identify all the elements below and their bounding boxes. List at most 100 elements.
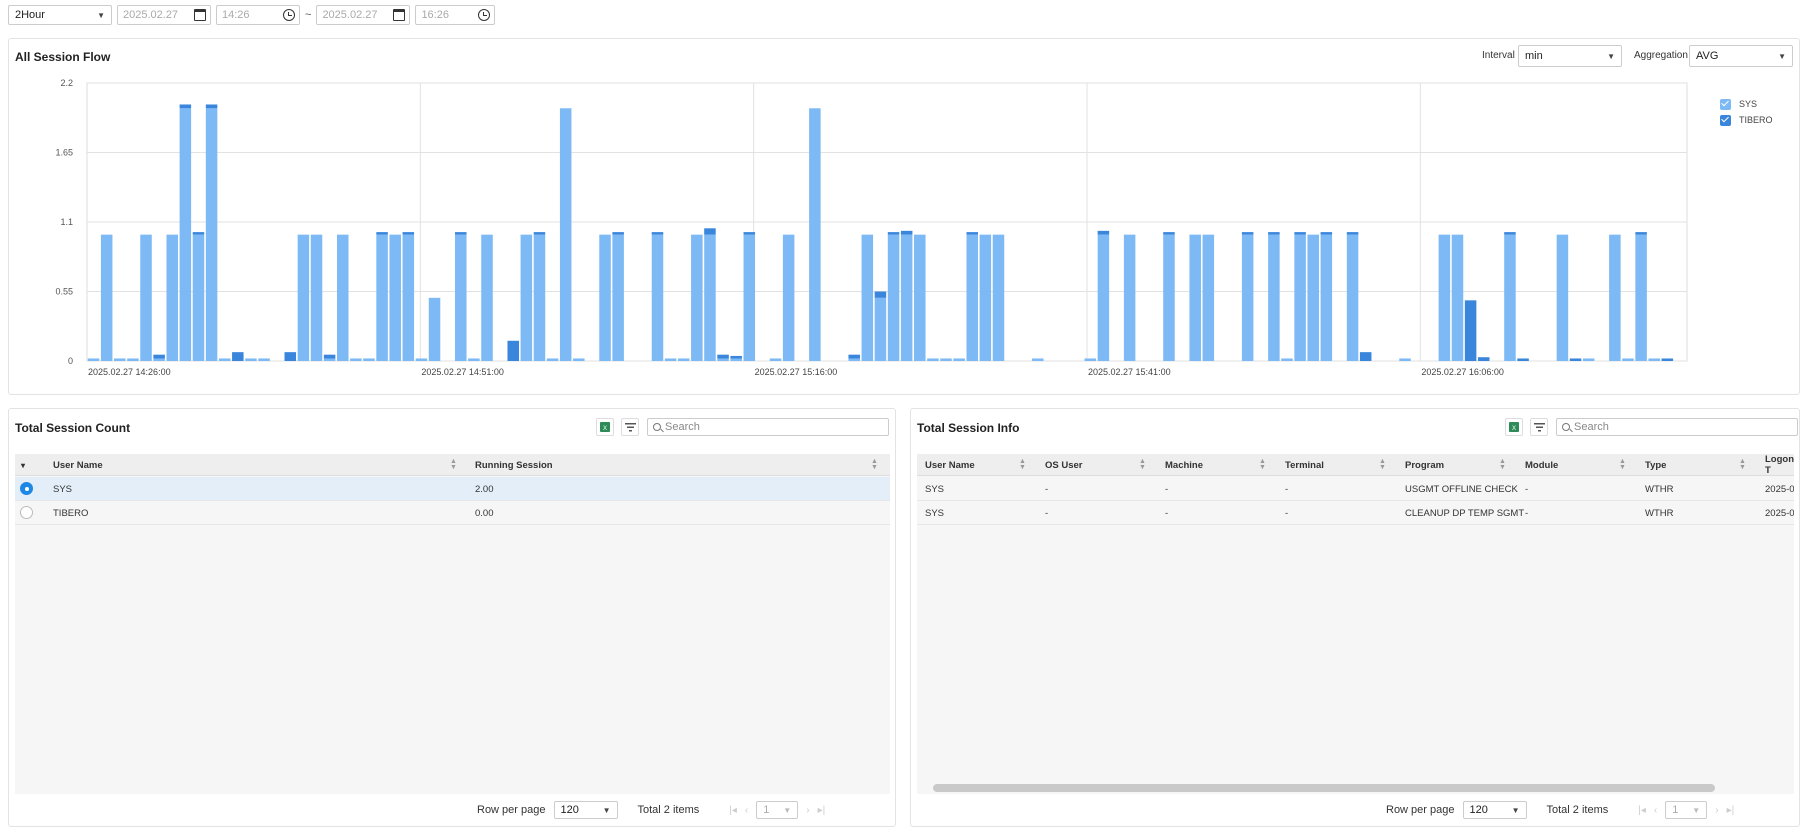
session-flow-chart: 0 0.55 1.1 1.65 2.2 2025.02.27 14:26:00 2025.…: [40, 72, 1700, 385]
last-page-icon[interactable]: ▸|: [1726, 804, 1735, 816]
sort-icon[interactable]: ▲ ▼: [1019, 458, 1026, 471]
bar-tibero: [900, 230, 913, 235]
range-select-value: 2Hour: [15, 9, 45, 21]
bar-tibero: [874, 291, 887, 298]
column-header-type[interactable]: Type: [1645, 459, 1667, 471]
panel-title: Total Session Info: [917, 421, 1020, 435]
horizontal-scrollbar[interactable]: [933, 784, 1715, 792]
table-row[interactable]: SYS 2.00: [15, 477, 890, 501]
range-select[interactable]: 2Hour ▼: [8, 5, 112, 25]
page-select[interactable]: 1 ▼: [1665, 801, 1708, 819]
calendar-icon[interactable]: [194, 9, 206, 21]
row-per-page-label: Row per page: [1386, 804, 1455, 816]
bar-tibero: [205, 104, 218, 109]
end-time-input[interactable]: 16:26: [415, 5, 496, 25]
row-per-page-select[interactable]: 120 ▼: [1462, 801, 1527, 819]
column-header-running-session[interactable]: Running Session: [475, 459, 553, 471]
bar-sys: [455, 234, 467, 361]
sort-icon[interactable]: ▲ ▼: [1139, 458, 1146, 471]
row-per-page-select[interactable]: 120 ▼: [553, 801, 618, 819]
legend-item-sys[interactable]: SYS: [1720, 96, 1773, 112]
bar-sys: [100, 234, 113, 361]
column-header-terminal[interactable]: Terminal: [1285, 459, 1324, 471]
column-header-machine[interactable]: Machine: [1165, 459, 1204, 471]
column-header-logon-time[interactable]: Logon T: [1765, 454, 1794, 476]
search-input[interactable]: Search: [1556, 418, 1798, 436]
bar-sys: [323, 358, 336, 361]
x-tick-label: 2025.02.27 15:16:00: [755, 367, 838, 377]
prev-page-icon[interactable]: ‹: [1653, 804, 1658, 816]
sort-icon[interactable]: ▲ ▼: [1379, 458, 1386, 471]
cell-running-session: 2.00: [475, 483, 494, 495]
bar-sys: [192, 234, 205, 361]
column-header-user-name[interactable]: User Name: [53, 459, 103, 471]
bar-sys: [1399, 358, 1411, 361]
legend-label: TIBERO: [1739, 115, 1773, 125]
start-date-input[interactable]: 2025.02.27: [117, 5, 211, 25]
checkbox-checked-icon[interactable]: [1720, 114, 1731, 126]
excel-export-button[interactable]: X: [596, 418, 614, 436]
checkbox-checked-icon[interactable]: [1720, 98, 1731, 110]
bar-sys: [677, 358, 690, 361]
filter-button[interactable]: [621, 418, 639, 436]
first-page-icon[interactable]: |◂: [729, 804, 737, 816]
legend-item-tibero[interactable]: TIBERO: [1720, 112, 1773, 128]
page-select[interactable]: 1 ▼: [756, 801, 799, 819]
sort-icon[interactable]: ▲ ▼: [871, 458, 878, 471]
table-row[interactable]: SYS - - - CLEANUP DP TEMP SGMT - WTHR 20…: [917, 501, 1794, 525]
excel-export-button[interactable]: X: [1505, 418, 1523, 436]
column-header-os-user[interactable]: OS User: [1045, 459, 1083, 471]
bar-sys: [245, 358, 257, 361]
row-radio[interactable]: [20, 506, 33, 519]
bar-sys: [1123, 234, 1136, 361]
bar-sys: [428, 297, 441, 361]
next-page-icon[interactable]: ›: [1715, 804, 1719, 816]
clock-icon[interactable]: [478, 9, 491, 21]
next-page-icon[interactable]: ›: [806, 804, 810, 816]
aggregation-select[interactable]: AVG ▼: [1689, 45, 1793, 67]
bar-sys: [376, 234, 388, 361]
sort-icon[interactable]: ▲ ▼: [1619, 458, 1626, 471]
cell-machine: -: [1165, 507, 1169, 519]
row-radio-selected[interactable]: [20, 482, 33, 495]
chevron-down-icon: ▼: [1607, 51, 1615, 61]
table-row[interactable]: SYS - - - USGMT OFFLINE CHECK - WTHR 202…: [917, 477, 1794, 501]
bar-sys: [205, 108, 218, 361]
bar-sys: [1084, 358, 1097, 361]
column-header-module[interactable]: Module: [1525, 459, 1559, 471]
column-header-user-name[interactable]: User Name: [925, 459, 975, 471]
bar-tibero: [1504, 232, 1516, 235]
bar-sys: [927, 358, 939, 361]
x-tick-label: 2025.02.27 14:51:00: [421, 367, 504, 377]
y-tick-label: 1.1: [60, 217, 73, 227]
y-tick-label: 0.55: [55, 287, 73, 297]
calendar-icon[interactable]: [393, 9, 406, 21]
start-time-input[interactable]: 14:26: [216, 5, 300, 25]
sort-icon[interactable]: ▲ ▼: [1499, 458, 1506, 471]
y-axis-ticks: 0 0.55 1.1 1.65 2.2: [55, 78, 73, 366]
column-header-program[interactable]: Program: [1405, 459, 1445, 471]
sort-icon[interactable]: ▲ ▼: [450, 458, 457, 471]
table-row[interactable]: TIBERO 0.00: [15, 501, 890, 525]
interval-select[interactable]: min ▼: [1518, 45, 1622, 67]
prev-page-icon[interactable]: ‹: [744, 804, 749, 816]
search-icon: [653, 423, 661, 431]
clock-icon[interactable]: [283, 9, 295, 21]
bar-sys: [848, 358, 860, 361]
sort-icon[interactable]: ▲ ▼: [1739, 458, 1746, 471]
filter-icon: [624, 423, 636, 432]
bar-tibero: [1097, 230, 1110, 235]
select-all-toggle[interactable]: ▾: [21, 460, 26, 470]
bar-sys: [914, 234, 926, 361]
bar-tibero: [1320, 232, 1333, 235]
table-header: User Name ▲ ▼ OS User ▲ ▼ Machine ▲ ▼ Termi…: [917, 454, 1794, 476]
end-date-input[interactable]: 2025.02.27: [316, 5, 411, 25]
y-tick-label: 2.2: [60, 78, 73, 88]
last-page-icon[interactable]: ▸|: [817, 804, 826, 816]
filter-button[interactable]: [1530, 418, 1548, 436]
search-input[interactable]: Search: [647, 418, 889, 436]
bar-tibero: [612, 232, 624, 235]
sort-icon[interactable]: ▲ ▼: [1259, 458, 1266, 471]
bar-sys: [1189, 234, 1201, 361]
first-page-icon[interactable]: |◂: [1638, 804, 1646, 816]
